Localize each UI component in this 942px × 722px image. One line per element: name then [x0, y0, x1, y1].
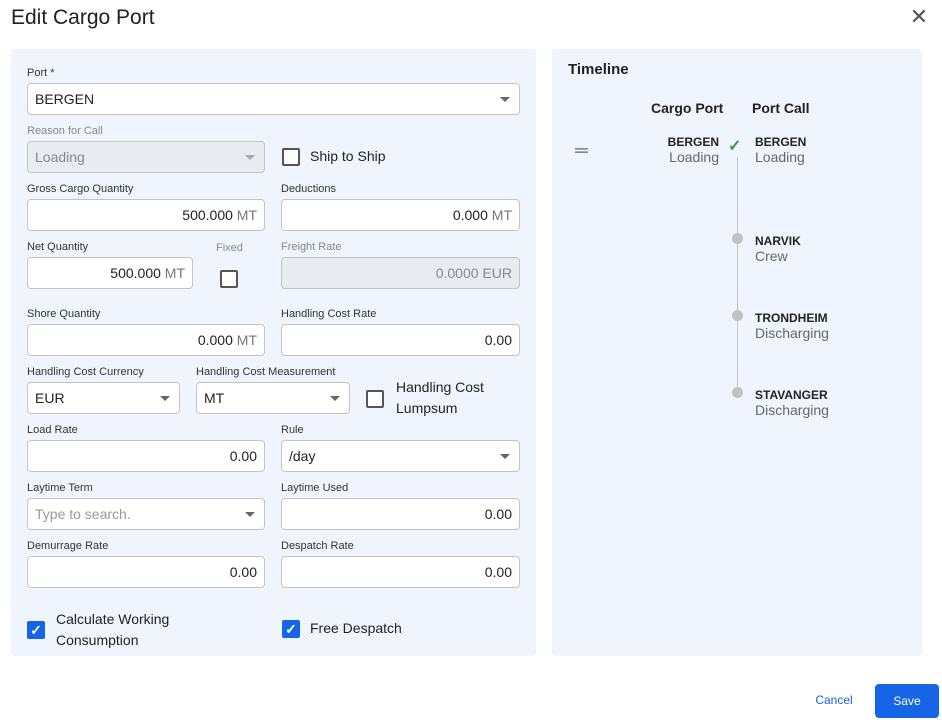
port-select[interactable]: BERGEN — [27, 83, 520, 115]
handling-cost-measurement-select[interactable]: MT — [196, 382, 350, 414]
port-call-reason: Loading — [755, 149, 805, 165]
close-icon[interactable]: ✕ — [909, 4, 929, 29]
gross-quantity-input[interactable]: 500.000 MT — [27, 199, 265, 231]
port-call-reason: Crew — [755, 248, 788, 264]
port-call-header: Port Call — [752, 100, 810, 116]
reason-value: Loading — [35, 149, 85, 165]
calculate-working-label: Calculate Working Consumption — [56, 609, 169, 651]
check-icon: ✓ — [728, 138, 742, 155]
handling-cost-currency-select[interactable]: EUR — [27, 382, 180, 414]
load-rate-label: Load Rate — [27, 424, 78, 436]
net-value: 500.000 — [110, 265, 161, 281]
hcc-label: Handling Cost Currency — [27, 366, 144, 378]
laytime-used-input[interactable]: 0.00 — [281, 498, 520, 530]
hcm-label: Handling Cost Measurement — [196, 366, 336, 378]
unit: MT — [164, 265, 185, 281]
timeline-title: Timeline — [568, 61, 629, 78]
chevron-down-icon — [245, 512, 255, 517]
unit: MT — [491, 207, 512, 223]
hcr-label: Handling Cost Rate — [281, 308, 377, 320]
port-call-name: NARVIK — [755, 234, 801, 248]
freight-rate-input: 0.0000 EUR — [281, 257, 520, 289]
cargo-port-item[interactable]: BERGEN Loading — [620, 135, 719, 165]
timeline-dot — [732, 387, 743, 398]
cargo-port-name: BERGEN — [667, 135, 719, 149]
calc-label-line2: Consumption — [56, 632, 139, 648]
gross-value: 500.000 — [182, 207, 233, 223]
port-call-item[interactable]: STAVANGER Discharging — [755, 388, 829, 418]
deductions-input[interactable]: 0.000 MT — [281, 199, 520, 231]
port-call-reason: Discharging — [755, 325, 829, 341]
despatch-rate-input[interactable]: 0.00 — [281, 556, 520, 588]
cargo-port-header: Cargo Port — [651, 100, 724, 116]
demurrage-rate-input[interactable]: 0.00 — [27, 556, 265, 588]
port-call-item[interactable]: BERGEN Loading — [755, 135, 806, 165]
drag-handle-icon[interactable]: ═ — [575, 140, 588, 160]
net-quantity-input[interactable]: 500.000 MT — [27, 257, 193, 289]
ship-to-ship-checkbox[interactable] — [282, 148, 300, 166]
handling-cost-rate-input[interactable]: 0.00 — [281, 324, 520, 356]
free-despatch-label: Free Despatch — [310, 620, 402, 636]
hcc-value: EUR — [35, 390, 65, 406]
laytime-term-placeholder: Type to search. — [35, 506, 131, 522]
dialog-title: Edit Cargo Port — [11, 6, 155, 29]
lumpsum-label-line1: Handling Cost — [396, 379, 484, 395]
deductions-label: Deductions — [281, 183, 337, 195]
port-value: BERGEN — [35, 91, 95, 107]
chevron-down-icon — [500, 97, 510, 102]
reason-label: Reason for Call — [27, 125, 103, 137]
laytime-used-label: Laytime Used — [281, 482, 349, 494]
chevron-down-icon — [330, 396, 340, 401]
cancel-button[interactable]: Cancel — [815, 693, 853, 707]
timeline-dot — [732, 233, 743, 244]
calculate-working-checkbox[interactable]: ✓ — [27, 621, 45, 639]
timeline-line — [737, 157, 738, 393]
laytime-term-label: Laytime Term — [27, 482, 93, 494]
calc-label-line1: Calculate Working — [56, 611, 170, 627]
chevron-down-icon — [160, 396, 170, 401]
gross-label: Gross Cargo Quantity — [27, 183, 134, 195]
port-call-item[interactable]: TRONDHEIM Discharging — [755, 311, 829, 341]
fixed-label: Fixed — [216, 242, 243, 254]
port-call-reason: Discharging — [755, 402, 829, 418]
free-despatch-checkbox[interactable]: ✓ — [282, 620, 300, 638]
port-call-item[interactable]: NARVIK Crew — [755, 234, 801, 264]
despatch-label: Despatch Rate — [281, 540, 354, 552]
laytime-term-select[interactable]: Type to search. — [27, 498, 265, 530]
chevron-down-icon — [245, 155, 255, 160]
shore-quantity-input[interactable]: 0.000 MT — [27, 324, 265, 356]
rule-label: Rule — [281, 424, 304, 436]
unit: MT — [236, 207, 257, 223]
port-call-name: BERGEN — [755, 135, 807, 149]
hcm-value: MT — [204, 390, 225, 406]
rule-value: /day — [289, 448, 316, 464]
ship-to-ship-label: Ship to Ship — [310, 148, 386, 164]
shore-label: Shore Quantity — [27, 308, 101, 320]
chevron-down-icon — [500, 454, 510, 459]
load-rate-input[interactable]: 0.00 — [27, 440, 265, 472]
fixed-checkbox[interactable] — [220, 270, 238, 288]
save-button[interactable]: Save — [875, 684, 939, 718]
shore-value: 0.000 — [197, 332, 233, 348]
unit: MT — [236, 332, 257, 348]
freight-label: Freight Rate — [281, 241, 342, 253]
lumpsum-checkbox[interactable] — [366, 390, 384, 408]
lumpsum-label: Handling Cost Lumpsum — [396, 377, 484, 419]
rule-select[interactable]: /day — [281, 440, 520, 472]
port-label: Port * — [27, 67, 55, 79]
port-call-name: TRONDHEIM — [755, 311, 828, 325]
demurrage-label: Demurrage Rate — [27, 540, 109, 552]
deductions-value: 0.000 — [452, 207, 488, 223]
timeline-dot — [732, 310, 743, 321]
port-call-name: STAVANGER — [755, 388, 828, 402]
net-label: Net Quantity — [27, 241, 89, 253]
lumpsum-label-line2: Lumpsum — [396, 400, 458, 416]
cargo-port-reason: Loading — [669, 149, 719, 165]
reason-select: Loading — [27, 141, 265, 173]
